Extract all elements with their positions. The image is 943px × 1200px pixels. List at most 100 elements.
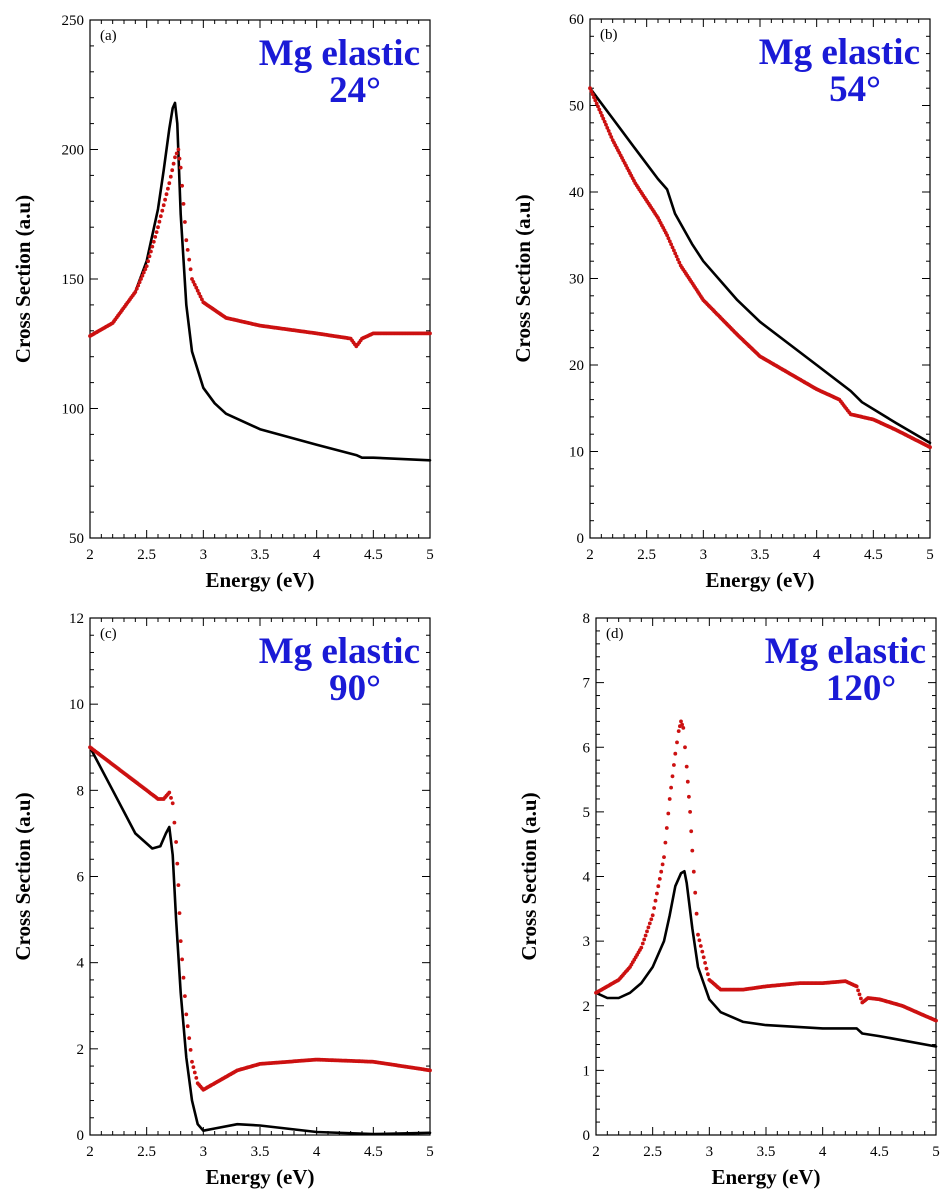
data-point (674, 254, 679, 259)
data-point (192, 1070, 197, 1075)
annotation-line-1: Mg elastic (259, 631, 420, 672)
data-point (657, 877, 662, 881)
data-point (676, 257, 680, 262)
theory-curve (588, 86, 932, 445)
data-point (606, 129, 611, 133)
x-tick-label: 2.5 (137, 547, 156, 563)
data-point (660, 862, 665, 867)
data-point (157, 219, 162, 224)
data-point (194, 285, 199, 290)
data-point (166, 186, 170, 191)
theory-curve (88, 745, 432, 1136)
data-point (428, 1068, 432, 1073)
x-tick-label: 2 (86, 547, 94, 563)
data-point (670, 774, 675, 779)
data-point (701, 955, 706, 960)
data-point (200, 297, 204, 302)
data-point (163, 197, 168, 202)
annotation-line-1: Mg elastic (259, 33, 420, 74)
data-point (175, 861, 180, 866)
data-point (188, 1048, 193, 1052)
data-point (149, 249, 153, 254)
data-point (190, 277, 194, 281)
y-tick-label: 150 (62, 272, 85, 288)
y-tick-label: 40 (569, 185, 584, 201)
annotation-line-2: 120° (826, 668, 896, 709)
data-point (184, 1012, 189, 1017)
data-point (681, 726, 686, 730)
measured-points (594, 719, 938, 1023)
data-point (185, 1024, 190, 1029)
data-point (639, 945, 644, 950)
x-tick-label: 2.5 (643, 1144, 662, 1160)
x-tick-label: 3.5 (251, 1144, 270, 1160)
data-point (593, 98, 598, 103)
data-point (590, 92, 595, 97)
data-point (854, 984, 859, 989)
data-point (151, 239, 156, 244)
x-tick-label: 4 (819, 1144, 827, 1160)
data-point (609, 135, 614, 139)
y-tick-label: 200 (62, 143, 85, 159)
data-point (669, 785, 673, 790)
y-tick-label: 0 (583, 1128, 591, 1144)
data-point (198, 294, 203, 299)
data-point (640, 941, 645, 946)
data-point (696, 932, 700, 937)
data-point (180, 957, 185, 962)
data-point (704, 966, 709, 971)
data-point (646, 925, 651, 930)
data-point (134, 286, 139, 291)
x-tick-label: 5 (426, 1144, 434, 1160)
x-tick-label: 3.5 (757, 1144, 776, 1160)
x-tick-label: 4.5 (364, 547, 383, 563)
data-point (133, 290, 138, 294)
data-point (649, 917, 654, 922)
data-point (140, 273, 145, 278)
y-tick-label: 0 (577, 531, 585, 547)
panel-label: (d) (606, 626, 624, 642)
data-point (664, 826, 669, 830)
y-axis-title: Cross Section (a.u) (511, 194, 535, 362)
y-tick-label: 1 (583, 1063, 591, 1079)
data-point (690, 848, 695, 853)
x-tick-label: 3.5 (751, 547, 770, 563)
theory-curve (594, 869, 938, 1048)
data-point (679, 719, 683, 724)
data-point (596, 104, 600, 109)
data-point (428, 331, 432, 336)
y-tick-label: 3 (583, 934, 591, 950)
data-point (608, 132, 612, 136)
data-point (184, 238, 189, 243)
data-point (662, 855, 666, 859)
data-point (144, 264, 149, 268)
y-tick-label: 10 (569, 445, 584, 461)
y-tick-label: 10 (69, 697, 84, 713)
data-point (703, 961, 707, 965)
annotation-line-1: Mg elastic (759, 32, 920, 73)
data-point (191, 1065, 196, 1069)
x-tick-label: 3 (200, 547, 208, 563)
data-point (688, 810, 692, 814)
x-axis-title: Energy (eV) (705, 568, 814, 592)
data-point (683, 745, 687, 750)
data-point (673, 751, 678, 756)
data-point (192, 282, 197, 287)
data-point (934, 1018, 938, 1023)
data-point (589, 89, 594, 94)
data-point (604, 122, 608, 127)
x-tick-label: 4 (313, 547, 321, 563)
data-point (172, 820, 177, 825)
y-tick-label: 0 (77, 1128, 85, 1144)
data-point (136, 283, 141, 288)
x-tick-label: 2 (586, 547, 594, 563)
data-point (645, 929, 649, 934)
data-point (164, 192, 169, 197)
data-point (167, 790, 172, 795)
data-point (197, 291, 202, 296)
data-point (173, 155, 177, 160)
data-point (691, 869, 696, 874)
panel-4: 2 2.5 3 3.5 4 4.5 5 0 1 2 3 4 5 6 7 8 Energy (eV) Cross S… (517, 611, 940, 1189)
data-point (141, 270, 146, 275)
